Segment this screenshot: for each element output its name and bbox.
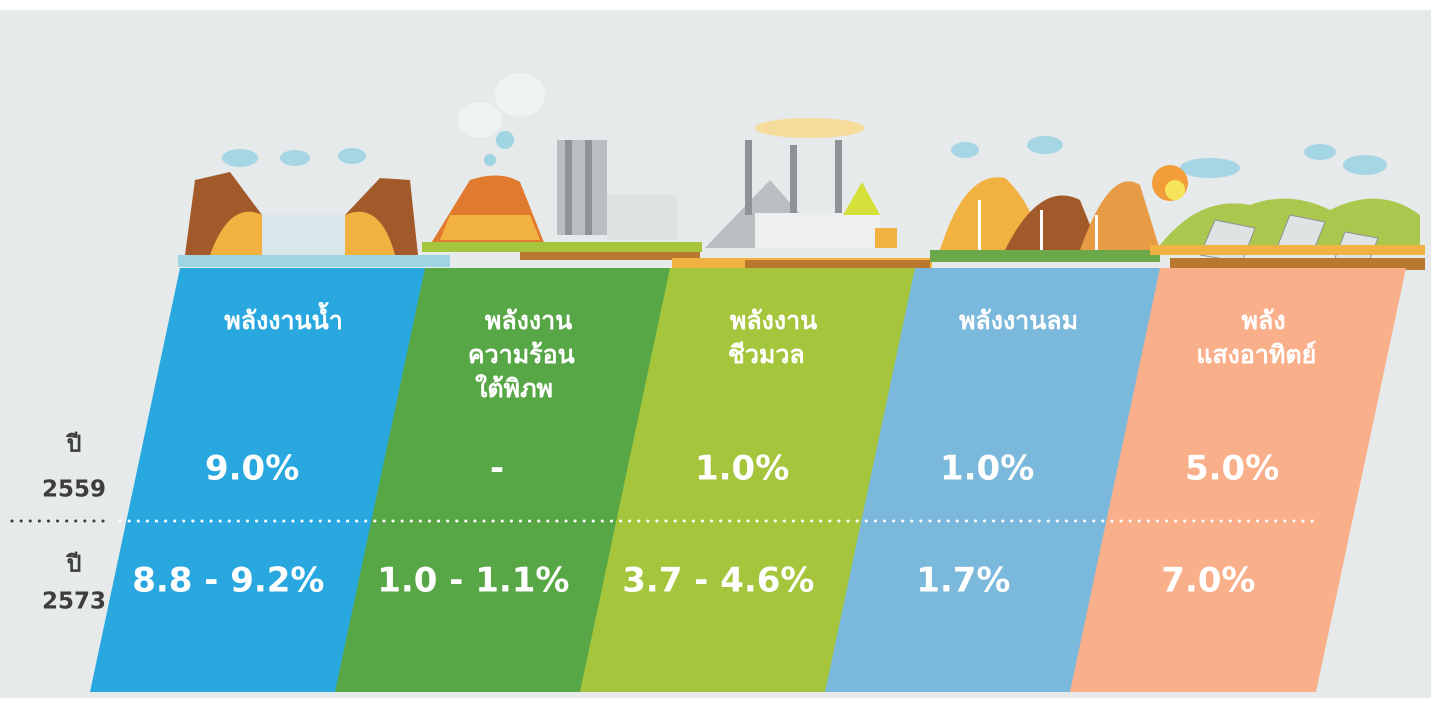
column-value: - xyxy=(490,449,504,489)
column-value: 5.0% xyxy=(1185,449,1279,489)
column-value: 7.0% xyxy=(1161,561,1255,601)
row-year: 2573 xyxy=(42,589,106,615)
page: ปี 2559 ปี 2573 พลังงานน้ำ 9.0% 8.8 - 9.2%… xyxy=(0,0,1431,698)
column-title: ความร้อน xyxy=(468,340,575,369)
column-title: พลัง xyxy=(1242,306,1286,335)
column-value: 1.0% xyxy=(940,449,1034,489)
column-value: 3.7 - 4.6% xyxy=(622,561,814,601)
column-value: 1.7% xyxy=(916,561,1010,601)
column-title: พลังงาน xyxy=(485,306,572,335)
column-value: 9.0% xyxy=(205,449,299,489)
column-title: พลังงานลม xyxy=(959,306,1078,335)
column-title: แสงอาทิตย์ xyxy=(1196,340,1316,369)
column-value: 8.8 - 9.2% xyxy=(132,561,324,601)
column-title: ชีวมวล xyxy=(728,340,805,369)
column-value: 1.0% xyxy=(695,449,789,489)
column-title: ใต้พิภพ xyxy=(475,373,553,403)
row-year: 2559 xyxy=(42,477,106,503)
column-value: 1.0 - 1.1% xyxy=(377,561,569,601)
row-label: ปี xyxy=(65,552,81,578)
row-label: ปี xyxy=(65,432,81,458)
column-title: พลังงานน้ำ xyxy=(224,301,342,335)
column-title: พลังงาน xyxy=(730,306,817,335)
infographic: ปี 2559 ปี 2573 พลังงานน้ำ 9.0% 8.8 - 9.2%… xyxy=(0,0,1431,698)
